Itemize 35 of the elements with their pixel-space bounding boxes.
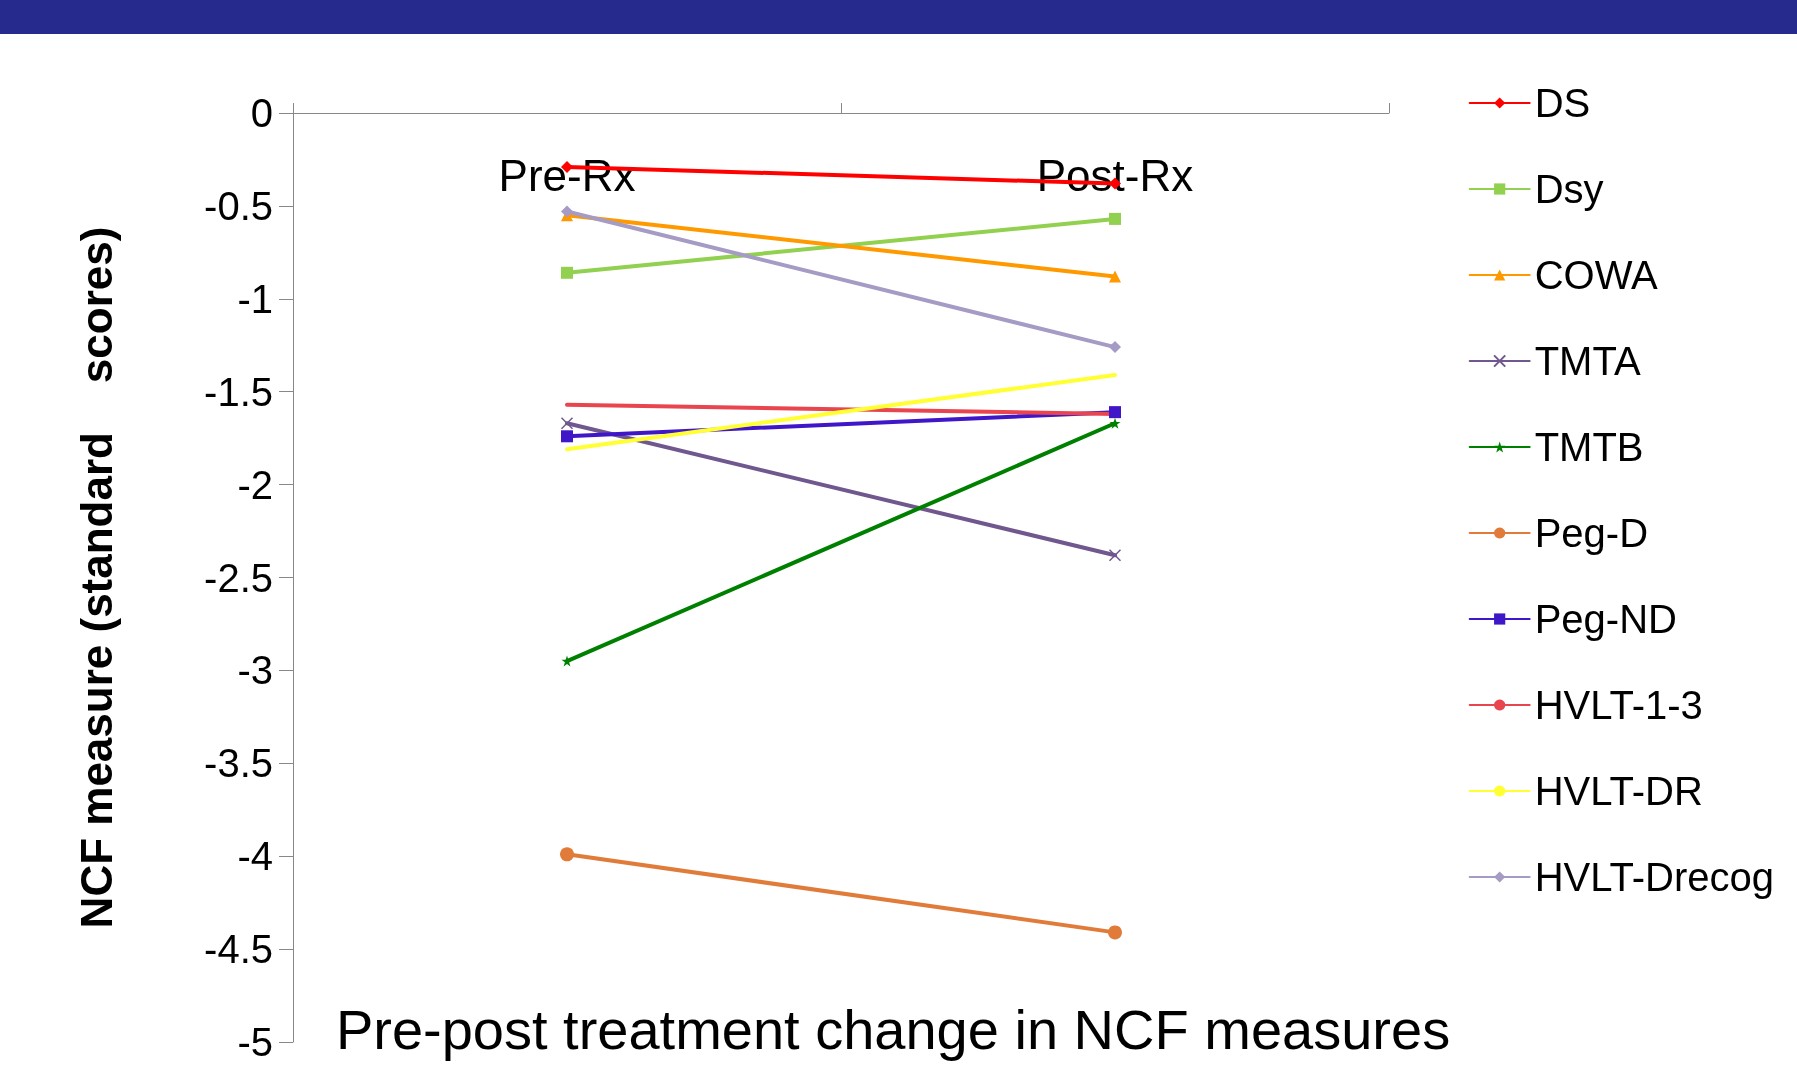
y-tick-label: -3.5 — [204, 741, 273, 786]
point — [1109, 406, 1121, 419]
legend-label: Dsy — [1534, 167, 1604, 211]
legend-label: DS — [1534, 81, 1591, 125]
legend-label: Peg-ND — [1534, 597, 1677, 641]
point — [1108, 548, 1122, 562]
legend-label: HVLT-Drecog — [1534, 855, 1775, 899]
legend-label: HVLT-DR — [1534, 769, 1703, 813]
y-tick-label: -0.5 — [204, 183, 273, 228]
legend-label: Peg-D — [1534, 511, 1649, 555]
legend-label: HVLT-1-3 — [1534, 683, 1703, 727]
point — [560, 847, 574, 862]
y-tick-label: -4 — [237, 834, 273, 879]
point — [560, 417, 574, 430]
point — [1109, 212, 1121, 225]
point — [1108, 925, 1122, 940]
text: Pre-post treatment change in NCF measures — [335, 997, 1451, 1061]
legend-label: TMTB — [1534, 425, 1644, 469]
point — [561, 266, 573, 279]
y-tick-label: -2 — [237, 462, 273, 507]
y-tick-label: -5 — [237, 1020, 273, 1064]
y-axis-title: NCF measure (standard scores) — [71, 226, 121, 929]
y-tick-label: -1 — [237, 276, 273, 321]
x-tick-label: Pre-Rx — [498, 150, 636, 200]
x-tick-label: Post-Rx — [1036, 150, 1194, 200]
y-tick-label: 0 — [250, 91, 273, 135]
legend-label: TMTA — [1534, 339, 1641, 383]
y-tick-label: -2.5 — [204, 555, 273, 600]
y-tick-label: -1.5 — [204, 369, 273, 414]
y-tick-label: -3 — [237, 648, 273, 693]
y-tick-label: -4.5 — [204, 927, 273, 972]
point — [1109, 341, 1121, 354]
point — [1109, 417, 1121, 429]
legend-label: COWA — [1534, 253, 1658, 297]
point — [561, 430, 573, 443]
